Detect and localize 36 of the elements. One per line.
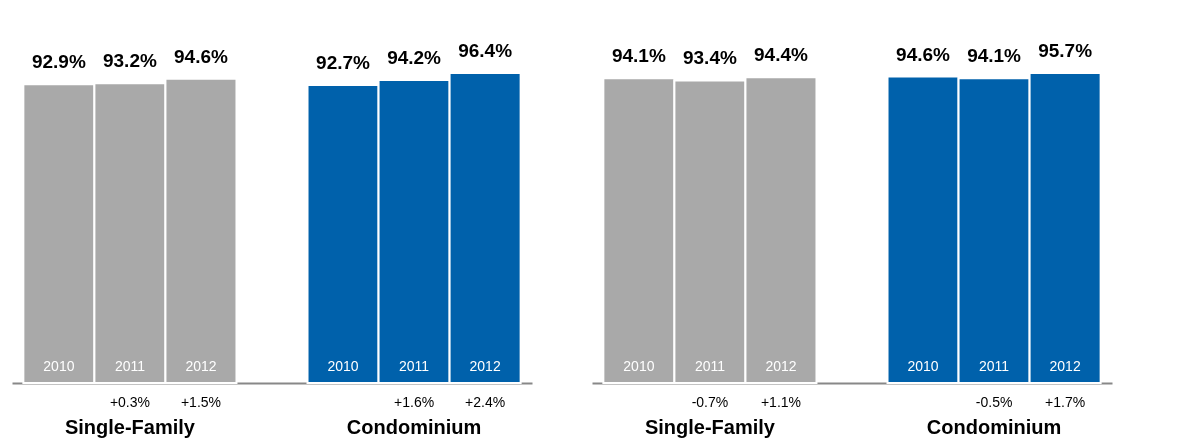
data-label: 93.2% xyxy=(102,50,157,72)
data-label: 92.7% xyxy=(316,51,371,73)
x-tick-label: Single-Family xyxy=(64,415,196,438)
x-tick-label: Condominium xyxy=(346,415,482,438)
text: +1.6% xyxy=(394,394,435,410)
series-label: 2011 xyxy=(114,358,146,374)
data-label: 94.1% xyxy=(967,45,1022,67)
text: 2011 xyxy=(399,358,430,374)
text: -0.5% xyxy=(975,394,1013,410)
x-tick-label: Single-Family xyxy=(644,415,776,438)
text: +0.3% xyxy=(109,394,150,410)
text: +1.7% xyxy=(1045,394,1086,410)
data-label: 94.1% xyxy=(611,45,666,67)
data-label: 94.6% xyxy=(174,45,228,67)
text: +2.4% xyxy=(465,394,506,410)
text: 2010 xyxy=(327,358,359,374)
data-label: 94.6% xyxy=(896,43,951,65)
data-label: 94.4% xyxy=(754,44,808,66)
series-label: 2012 xyxy=(765,358,797,374)
text: 2011 xyxy=(979,358,1010,374)
text: 2012 xyxy=(469,358,501,374)
text: +1.5% xyxy=(180,394,222,410)
data-label: 93.4% xyxy=(682,47,737,69)
text: 2010 xyxy=(907,358,939,374)
series-label: 2010 xyxy=(623,358,655,374)
data-label: 96.4% xyxy=(458,40,513,61)
x-tick-label: Condominium xyxy=(926,415,1062,438)
data-label: 92.9% xyxy=(31,51,86,73)
series-label: 2012 xyxy=(185,358,217,374)
series-label: 2010 xyxy=(43,358,75,374)
series-label: 2011 xyxy=(694,358,726,374)
data-label: 95.7% xyxy=(1038,40,1093,61)
text: +1.1% xyxy=(760,394,802,410)
data-label: 94.2% xyxy=(387,47,442,69)
text: -0.7% xyxy=(691,394,729,410)
text: 2012 xyxy=(1049,358,1081,374)
